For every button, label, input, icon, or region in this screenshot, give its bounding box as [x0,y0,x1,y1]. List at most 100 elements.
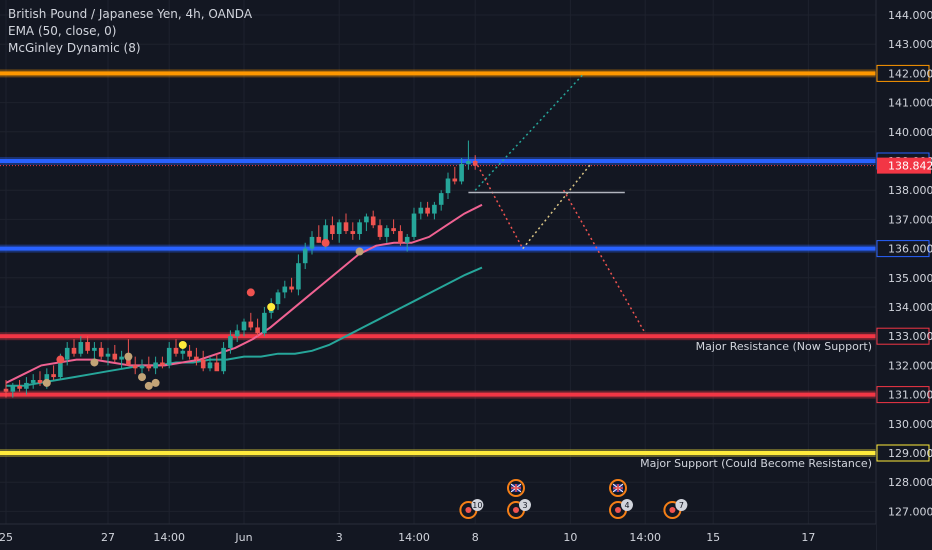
candle-body [418,207,424,214]
candle-body [228,336,233,348]
candle-body [112,353,118,360]
candle [370,210,376,229]
candle [64,342,70,366]
candle-body [459,163,464,182]
candle [452,166,458,185]
x-tick-label: 3 [336,531,343,544]
candle-body [78,342,84,354]
candle [78,336,84,357]
level-axis-label: 133.000 [888,330,932,343]
candle [160,356,165,369]
candle-body [302,248,308,264]
candle-body [248,321,254,328]
level-axis-label: 136.000 [888,243,932,256]
signal-marker [90,358,99,367]
signal-marker [246,288,255,297]
candle-body [200,359,206,369]
candle-body [30,380,36,383]
candle [425,201,430,217]
event-marker: 4 [609,479,633,519]
candle [364,213,369,232]
signal-marker [321,238,330,247]
x-tick-label: 17 [801,531,815,544]
candle [302,242,308,270]
candle-body [411,213,417,237]
event-count-badge [519,499,531,511]
candle [37,371,43,386]
candle-body [404,236,410,243]
candle [343,213,349,234]
x-tick-label: 14:00 [629,531,661,544]
signal-marker [151,378,160,387]
x-tick-label: 10 [563,531,577,544]
candle-body [391,228,396,232]
candle-body [37,380,43,383]
flag-icon [507,479,525,497]
flag-icon [609,479,627,497]
candle-body [166,347,172,366]
candle-body [262,312,267,334]
candle-body [398,231,403,243]
signal-marker [138,373,146,382]
last-price-tag [877,157,931,174]
chart-title: British Pound / Japanese Yen, 4h, OANDA [8,7,253,21]
candle-body [214,362,220,372]
candle-body [207,362,213,369]
candle-body [64,347,70,360]
candle-body [275,292,281,305]
candle [126,339,131,366]
event-count: 7 [679,501,684,510]
candle-body [234,330,240,337]
event-dot [669,507,676,513]
x-tick-label: 14:00 [153,531,185,544]
candle-body [221,347,226,372]
y-tick-label: 132.000 [888,359,932,372]
event-count-badge [675,499,688,511]
candle [92,342,97,360]
candle-body [343,222,349,232]
candle [194,347,199,366]
signal-marker [56,355,65,364]
event-marker: 10 [459,499,484,519]
candle [438,190,444,211]
event-dot [513,507,519,513]
candle-body [187,350,192,357]
y-tick-label: 141.000 [888,97,932,110]
y-tick-label: 130.000 [888,418,932,431]
event-count: 4 [624,501,629,510]
candle-body [126,356,131,366]
event-marker: 7 [663,499,688,519]
level-label: Major Support (Could Become Resistance) [640,457,872,470]
candle-body [384,228,390,237]
projection-line [562,189,646,334]
candle-body [160,362,165,366]
candle [17,380,22,392]
event-count-badge [621,499,633,511]
projection-line [474,160,524,249]
event-marker: 3 [507,479,531,519]
signal-marker [178,340,187,349]
candle [330,216,335,240]
candle [3,380,9,398]
x-tick-label: Jun [234,531,252,544]
candle-body [119,356,124,360]
candle-body [370,216,376,226]
x-tick-label: 27 [101,531,115,544]
level-axis-label: 142.000 [888,67,932,80]
chart-legend: British Pound / Japanese Yen, 4h, OANDA … [8,6,252,57]
candle [275,289,281,310]
signal-marker [267,303,276,311]
candle [24,377,29,395]
candle [466,140,471,170]
candle-body [194,356,199,360]
candle-body [51,374,56,378]
candle-body [85,342,90,351]
indicator-line [6,266,483,387]
candle [445,172,451,199]
candle [214,353,220,372]
level-axis-label: 131.000 [888,389,932,402]
candle [187,344,192,360]
candle-body [377,225,383,237]
candle [71,339,77,357]
